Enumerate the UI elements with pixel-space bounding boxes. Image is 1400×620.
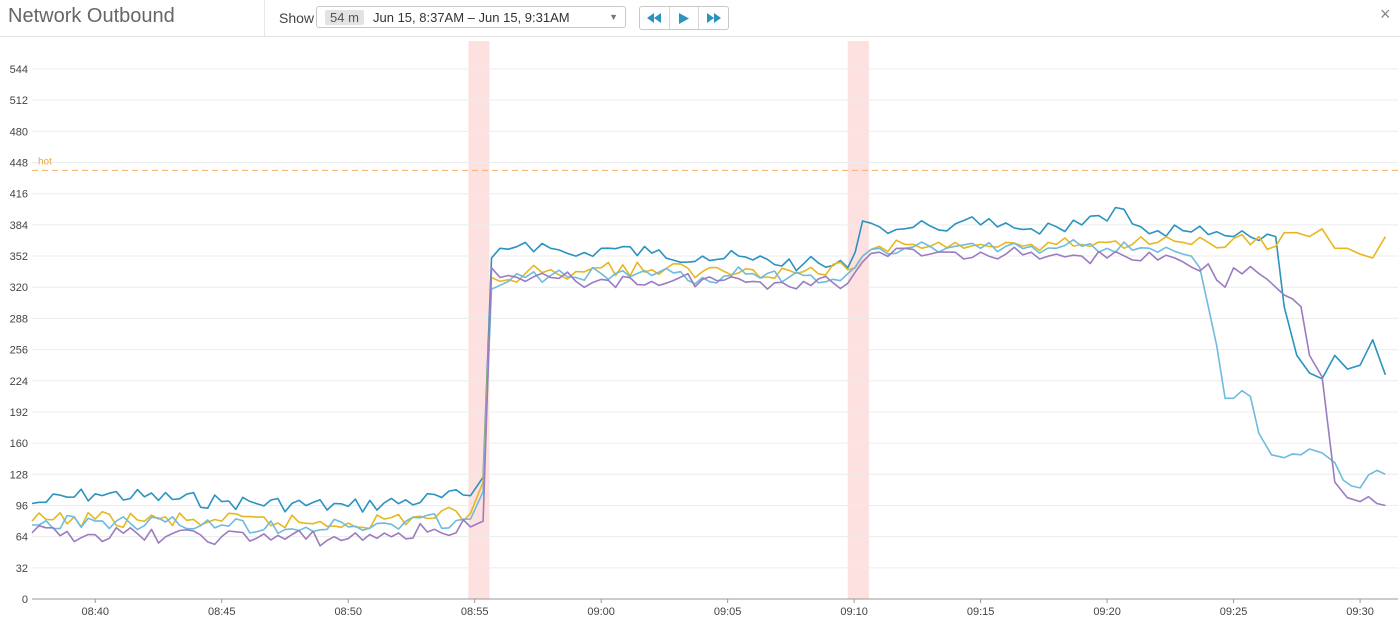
x-tick-label: 08:55: [461, 606, 489, 618]
chevron-down-icon: ▼: [609, 12, 618, 22]
series-line: [31, 246, 1386, 547]
y-tick-label: 64: [16, 532, 28, 544]
network-outbound-chart: 0 32 64 96 128 160 192 224 256 288 320 352 384 416 448…: [10, 41, 1398, 618]
play-icon: [679, 12, 689, 24]
y-tick-label: 384: [10, 220, 28, 232]
fast-forward-button[interactable]: [699, 7, 728, 29]
y-tick-label: 320: [10, 282, 28, 294]
series-line: [32, 238, 1386, 535]
y-tick-label: 0: [22, 594, 28, 606]
threshold-label: hot: [38, 156, 52, 167]
x-tick-label: 09:10: [840, 606, 868, 618]
y-tick-label: 352: [10, 251, 28, 263]
widget-title: Network Outbound: [8, 5, 175, 27]
close-icon[interactable]: ×: [1380, 4, 1391, 24]
header-divider: [264, 0, 265, 36]
show-label: Show: [279, 10, 315, 26]
chart-header: Network Outbound Show 54 m Jun 15, 8:37A…: [0, 0, 1400, 37]
y-tick-label: 512: [10, 95, 28, 107]
x-tick-label: 08:50: [334, 606, 362, 618]
fast-forward-icon: [706, 13, 721, 23]
x-tick-label: 09:00: [587, 606, 615, 618]
x-tick-label: 08:40: [81, 606, 109, 618]
rewind-button[interactable]: [640, 7, 670, 29]
y-tick-label: 480: [10, 126, 28, 138]
event-marker-band: [847, 41, 869, 599]
time-range-select[interactable]: 54 m Jun 15, 8:37AM – Jun 15, 9:31AM ▼: [316, 6, 626, 28]
y-tick-label: 256: [10, 345, 28, 357]
x-tick-label: 09:30: [1346, 606, 1374, 618]
y-tick-label: 448: [10, 158, 28, 170]
rewind-icon: [647, 13, 662, 23]
x-tick-label: 09:15: [967, 606, 995, 618]
y-tick-label: 32: [16, 563, 28, 575]
y-tick-label: 224: [10, 376, 28, 388]
y-tick-label: 128: [10, 469, 28, 481]
x-tick-label: 09:05: [714, 606, 742, 618]
y-tick-label: 416: [10, 189, 28, 201]
time-navigation: [639, 6, 729, 30]
range-duration-badge: 54 m: [325, 10, 364, 25]
play-button[interactable]: [670, 7, 700, 29]
y-tick-label: 192: [10, 407, 28, 419]
x-tick-label: 08:45: [208, 606, 236, 618]
y-tick-label: 96: [16, 500, 28, 512]
y-tick-label: 544: [10, 64, 28, 76]
series-line: [31, 206, 1387, 513]
y-tick-label: 160: [10, 438, 28, 450]
range-text: Jun 15, 8:37AM – Jun 15, 9:31AM: [373, 10, 570, 25]
series-line: [31, 228, 1387, 530]
x-tick-label: 09:25: [1220, 606, 1248, 618]
x-tick-label: 09:20: [1093, 606, 1121, 618]
y-tick-label: 288: [10, 313, 28, 325]
